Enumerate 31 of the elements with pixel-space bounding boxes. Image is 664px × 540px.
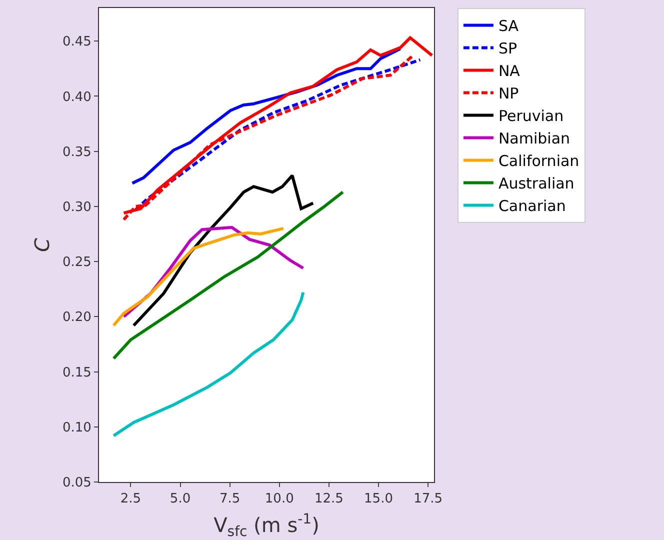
y-tick-label: 0.40	[62, 90, 92, 105]
x-tick-label: 12.5	[314, 492, 344, 507]
legend-label: NA	[498, 62, 521, 80]
y-tick-label: 0.30	[62, 200, 92, 215]
x-tick-label: 2.5	[120, 492, 142, 507]
y-tick-label: 0.15	[62, 365, 92, 380]
line-series	[132, 174, 315, 327]
legend-label: SA	[498, 17, 520, 36]
x-tick-label: 15.0	[364, 492, 393, 507]
y-axis-title: C	[30, 238, 54, 252]
y-tick-label: 0.45	[62, 34, 92, 50]
legend-label: Canarian	[498, 197, 566, 216]
legend-label: Californian	[498, 152, 580, 170]
legend-label: SP	[498, 40, 518, 58]
x-tick-label: 7.5	[219, 492, 240, 507]
legend-label: Namibian	[498, 130, 570, 148]
x-tick-label: 17.5	[414, 492, 443, 507]
x-axis-title: V$_{sfc}$ (m s$^{-1}$)	[214, 511, 320, 540]
x-tick-label: 5.0	[170, 492, 191, 507]
line-series	[112, 190, 344, 360]
y-tick-label: 0.10	[62, 420, 92, 436]
line-series	[112, 290, 305, 438]
x-tick-label: 10.0	[264, 492, 294, 507]
y-tick-label: 0.05	[62, 476, 92, 491]
y-tick-label: 0.25	[62, 255, 92, 270]
line-series	[112, 226, 285, 327]
y-tick-label: 0.20	[62, 310, 92, 326]
y-tick-label: 0.35	[62, 144, 92, 160]
legend-label: NP	[498, 84, 519, 103]
legend-label: Peruvian	[498, 107, 564, 126]
legend-label: Australian	[498, 174, 574, 193]
